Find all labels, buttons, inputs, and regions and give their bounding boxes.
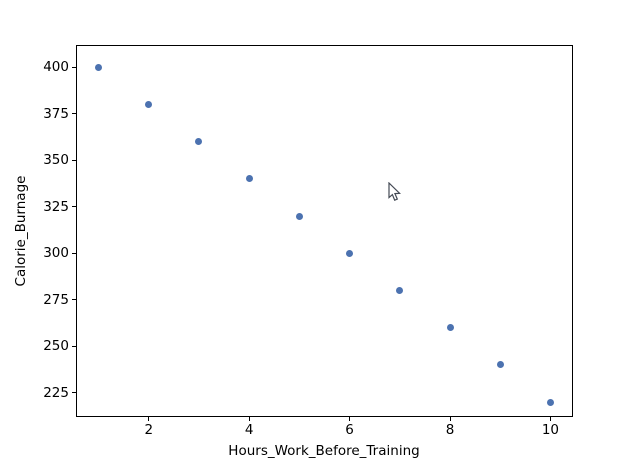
scatter-point <box>496 361 504 369</box>
scatter-point <box>95 63 103 71</box>
scatter-point <box>396 287 404 295</box>
y-tick-label: 275 <box>43 291 69 308</box>
y-tick <box>72 206 76 208</box>
plot-area <box>76 45 573 417</box>
y-tick-label: 250 <box>43 338 69 355</box>
y-tick-label: 225 <box>43 384 69 401</box>
y-tick-label: 350 <box>43 152 69 169</box>
x-tick <box>449 417 451 421</box>
y-tick-label: 325 <box>43 198 69 215</box>
x-axis-label: Hours_Work_Before_Training <box>228 443 420 459</box>
x-tick <box>349 417 351 421</box>
y-tick-label: 375 <box>43 105 69 122</box>
y-tick <box>72 345 76 347</box>
x-tick-label: 4 <box>244 422 254 438</box>
scatter-point <box>295 212 303 220</box>
y-axis-label: Calorie_Burnage <box>13 175 29 287</box>
y-tick <box>72 66 76 68</box>
scatter-point <box>245 175 253 183</box>
scatter-point <box>195 138 203 146</box>
y-tick-label: 400 <box>43 59 69 76</box>
x-tick-label: 10 <box>541 422 559 438</box>
scatter-point <box>145 101 153 109</box>
x-tick-label: 6 <box>345 422 354 438</box>
scatter-point <box>546 398 554 406</box>
scatter-point <box>446 324 454 332</box>
x-tick-label: 8 <box>445 422 455 438</box>
x-tick <box>549 417 551 421</box>
y-tick <box>72 159 76 161</box>
scatter-point <box>346 249 354 257</box>
x-tick <box>248 417 250 421</box>
x-tick-label: 2 <box>144 422 154 438</box>
y-tick <box>72 113 76 115</box>
x-tick <box>148 417 150 421</box>
y-tick <box>72 299 76 301</box>
y-tick-label: 300 <box>43 245 69 262</box>
y-tick <box>72 392 76 394</box>
y-tick <box>72 252 76 254</box>
